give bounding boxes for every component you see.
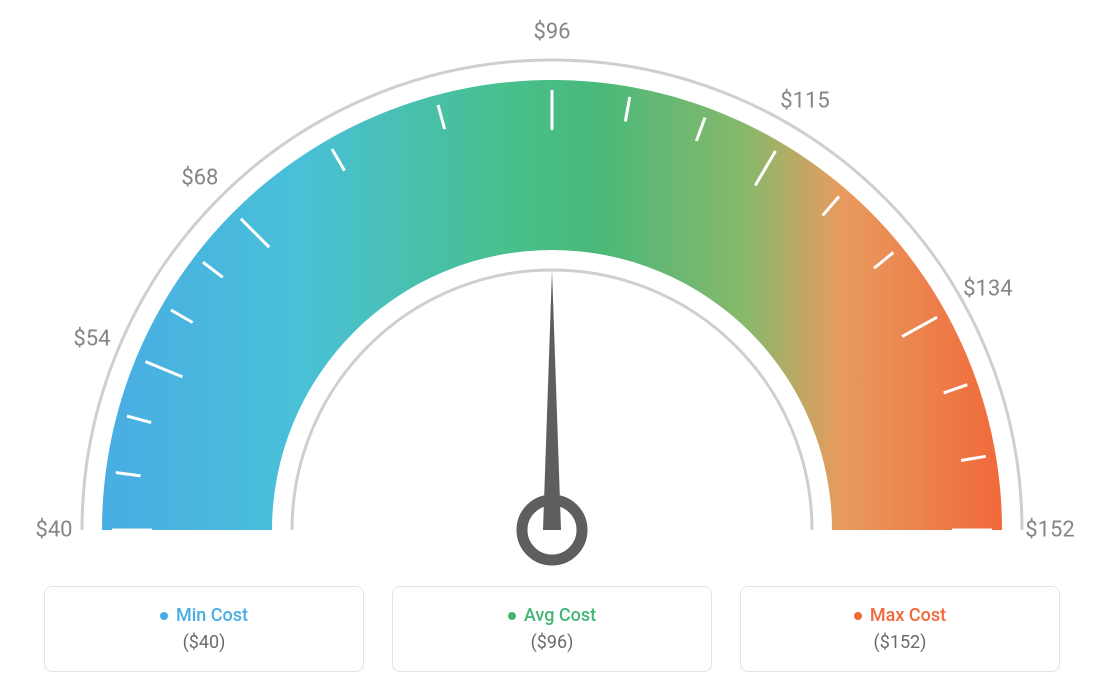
cost-gauge: $40$54$68$96$115$134$152 [42, 10, 1062, 570]
legend-label-text: Avg Cost [524, 605, 596, 626]
gauge-tick-label: $54 [73, 327, 110, 352]
gauge-tick-label: $115 [780, 89, 829, 114]
gauge-tick-label: $96 [533, 20, 570, 45]
legend-label-min: Min Cost [160, 605, 248, 626]
legend-card-avg: Avg Cost ($96) [392, 586, 712, 672]
gauge-tick-label: $134 [963, 277, 1012, 302]
legend-label-max: Max Cost [854, 605, 946, 626]
legend-label-text: Max Cost [870, 605, 946, 626]
dot-icon [160, 612, 168, 620]
dot-icon [508, 612, 516, 620]
legend-label-avg: Avg Cost [508, 605, 596, 626]
legend-card-max: Max Cost ($152) [740, 586, 1060, 672]
legend-row: Min Cost ($40) Avg Cost ($96) Max Cost (… [44, 586, 1060, 672]
dot-icon [854, 612, 862, 620]
legend-card-min: Min Cost ($40) [44, 586, 364, 672]
legend-value-avg: ($96) [531, 632, 574, 653]
gauge-tick-label: $152 [1025, 518, 1074, 543]
legend-value-max: ($152) [874, 632, 927, 653]
gauge-tick-label: $68 [181, 165, 218, 190]
legend-label-text: Min Cost [176, 605, 248, 626]
legend-value-min: ($40) [183, 632, 226, 653]
gauge-tick-label: $40 [35, 518, 72, 543]
gauge-svg [42, 10, 1062, 570]
